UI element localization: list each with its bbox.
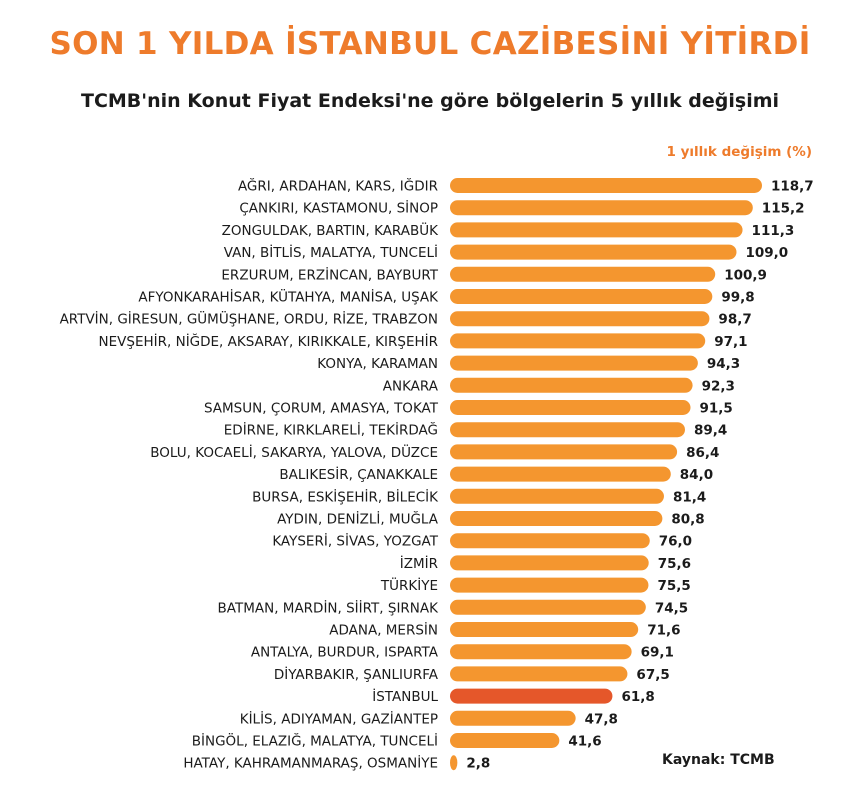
bar — [450, 555, 649, 571]
value-label: 41,6 — [568, 734, 601, 750]
category-label: NEVŞEHİR, NİĞDE, AKSARAY, KIRIKKALE, KIR… — [99, 332, 438, 350]
category-label: AĞRI, ARDAHAN, KARS, IĞDIR — [238, 177, 438, 195]
bar — [450, 755, 458, 771]
value-label: 99,8 — [721, 290, 754, 306]
category-label: ERZURUM, ERZİNCAN, BAYBURT — [221, 265, 438, 283]
value-label: 84,0 — [680, 467, 713, 483]
value-label: 61,8 — [621, 689, 654, 705]
value-label: 111,3 — [752, 223, 795, 239]
category-label: SAMSUN, ÇORUM, AMASYA, TOKAT — [204, 401, 439, 417]
bar — [450, 533, 650, 549]
bar — [450, 333, 706, 349]
value-column-header: 1 yıllık değişim (%) — [666, 144, 813, 160]
category-label: ANKARA — [383, 378, 439, 394]
category-label: BOLU, KOCAELİ, SAKARYA, YALOVA, DÜZCE — [150, 443, 438, 461]
value-label: 92,3 — [702, 378, 735, 394]
bar — [450, 178, 762, 193]
category-label: ÇANKIRI, KASTAMONU, SİNOP — [239, 199, 438, 217]
value-label: 81,4 — [673, 489, 706, 505]
bar — [450, 311, 710, 327]
bar — [450, 422, 685, 438]
value-label: 47,8 — [585, 711, 618, 727]
value-label: 69,1 — [641, 645, 674, 661]
bar — [450, 444, 678, 460]
bar — [450, 377, 693, 393]
bar — [450, 355, 698, 371]
value-label: 74,5 — [655, 600, 688, 616]
category-label: VAN, BİTLİS, MALATYA, TUNCELİ — [224, 243, 438, 261]
value-label: 118,7 — [771, 179, 814, 195]
bar — [450, 599, 646, 615]
value-label: 91,5 — [700, 401, 733, 417]
value-label: 94,3 — [707, 356, 740, 372]
category-label: ADANA, MERSİN — [329, 621, 438, 639]
chart-subtitle: TCMB'nin Konut Fiyat Endeksi'ne göre böl… — [80, 90, 780, 112]
category-label: HATAY, KAHRAMANMARAŞ, OSMANİYE — [183, 754, 438, 772]
value-label: 76,0 — [659, 534, 692, 550]
category-label: AYDIN, DENİZLİ, MUĞLA — [277, 510, 439, 528]
category-label: İSTANBUL — [372, 687, 438, 705]
value-label: 86,4 — [686, 445, 719, 461]
value-label: 97,1 — [714, 334, 747, 350]
value-label: 98,7 — [718, 312, 751, 328]
bar — [450, 200, 753, 216]
value-label: 67,5 — [636, 667, 669, 683]
value-label: 115,2 — [762, 201, 805, 217]
value-label: 109,0 — [746, 245, 789, 261]
chart-title: SON 1 YILDA İSTANBUL CAZİBESİNİ YİTİRDİ — [49, 26, 811, 62]
category-label: ZONGULDAK, BARTIN, KARABÜK — [222, 221, 440, 239]
category-label: BURSA, ESKİŞEHİR, BİLECİK — [252, 487, 439, 505]
category-label: BALIKESİR, ÇANAKKALE — [279, 465, 438, 483]
bar-highlight — [450, 688, 613, 704]
bar — [450, 511, 663, 526]
bar — [450, 622, 639, 637]
bar — [450, 733, 560, 748]
bar — [450, 577, 649, 593]
category-label: TÜRKİYE — [380, 576, 438, 594]
value-label: 75,5 — [657, 578, 690, 594]
category-label: BATMAN, MARDİN, SİİRT, ŞIRNAK — [218, 598, 440, 616]
category-label: BİNGÖL, ELAZIĞ, MALATYA, TUNCELİ — [192, 732, 438, 750]
value-label: 80,8 — [671, 512, 704, 528]
category-label: ARTVİN, GİRESUN, GÜMÜŞHANE, ORDU, RİZE, … — [60, 310, 438, 328]
value-label: 75,6 — [658, 556, 691, 572]
bar — [450, 222, 743, 238]
value-label: 100,9 — [724, 267, 767, 283]
category-label: EDİRNE, KIRKLARELİ, TEKİRDAĞ — [224, 421, 438, 439]
value-label: 2,8 — [466, 756, 490, 772]
bar — [450, 400, 691, 415]
bar — [450, 666, 628, 682]
bar — [450, 244, 737, 260]
bar — [450, 289, 713, 304]
category-label: KONYA, KARAMAN — [317, 356, 438, 372]
value-label: 71,6 — [647, 623, 680, 639]
bar — [450, 710, 576, 726]
category-label: KİLİS, ADIYAMAN, GAZİANTEP — [240, 709, 438, 727]
category-label: AFYONKARAHİSAR, KÜTAHYA, MANİSA, UŞAK — [138, 288, 439, 306]
source-note: Kaynak: TCMB — [662, 752, 775, 768]
bar — [450, 488, 664, 504]
category-label: ANTALYA, BURDUR, ISPARTA — [251, 645, 439, 661]
bar — [450, 266, 716, 282]
bar — [450, 466, 671, 482]
category-label: DİYARBAKIR, ŞANLIURFA — [274, 665, 439, 683]
bar — [450, 644, 632, 660]
category-label: KAYSERİ, SİVAS, YOZGAT — [272, 532, 438, 550]
category-label: İZMİR — [400, 554, 438, 572]
value-label: 89,4 — [694, 423, 727, 439]
